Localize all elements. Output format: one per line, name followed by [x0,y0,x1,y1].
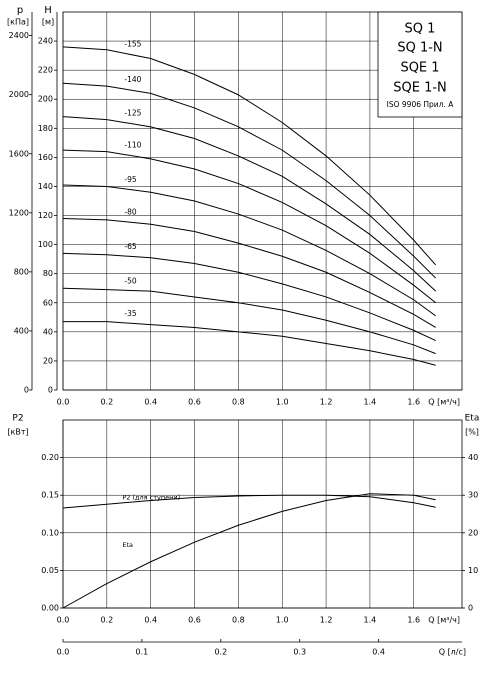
y2-unit: [кПа] [7,18,29,27]
x2-axis-label: Q [л/с] [439,648,466,657]
y-tick-label: 200 [38,95,53,104]
annotation: ISO 9906 Прил. A [387,100,455,109]
y-tick-label: 140 [38,182,53,191]
x-tick-label: 1.6 [407,398,420,407]
y-tick-label: 220 [38,66,53,75]
y-tick-label: 0.15 [41,491,59,500]
y2-tick-label: 1600 [9,149,29,158]
x-tick-label: 1.4 [364,616,377,625]
x2-tick-label: 0.2 [214,648,227,657]
x2-tick-label: 0.1 [136,648,149,657]
y2-tick-label: 30 [468,491,478,500]
y-label: H [44,5,52,16]
x-tick-label: 0.6 [188,398,201,407]
curve-label: -50 [124,276,136,285]
y-tick-label: 100 [38,240,53,249]
y-tick-label: 80 [43,269,53,278]
curve-label: -95 [124,175,136,184]
y2-tick-label: 20 [468,528,478,537]
curve [62,287,436,355]
x2-tick-label: 0.3 [293,648,306,657]
x-tick-label: 0.2 [100,398,113,407]
x-tick-label: 1.2 [320,616,333,625]
curve [62,149,437,304]
x-axis-label: Q [м³/ч] [428,616,460,625]
y-unit: [м] [42,18,54,27]
x-tick-label: 1.6 [407,616,420,625]
model-label: SQ 1 [405,22,436,37]
y2-tick-label: 0 [24,386,29,395]
y-tick-label: 240 [38,37,53,46]
curve [62,116,437,292]
curve [63,321,436,366]
x2-tick-label: 0.0 [57,648,70,657]
y2-tick-label: 10 [468,566,478,575]
x-axis-label: Q [м³/ч] [428,398,460,407]
x-tick-label: 0.0 [57,398,70,407]
y-tick-label: 0.20 [41,453,59,462]
y2-tick-label: 2000 [9,90,29,99]
x-tick-label: 0.4 [144,616,157,625]
x-tick-label: 1.4 [364,398,377,407]
y2-tick-label: 2400 [9,31,29,40]
y2-label: p [17,5,23,16]
y-tick-label: 60 [43,298,53,307]
model-label: SQE 1-N [393,81,447,96]
y-tick-label: 120 [38,211,53,220]
curve-label: -35 [124,309,136,318]
x-tick-label: 0.2 [100,616,113,625]
y-label: P2 [12,414,23,424]
curve [62,494,436,509]
y2-tick-label: 1200 [9,208,29,217]
y2-label: Eta [465,414,480,424]
curve [62,252,436,342]
curve-label: -110 [124,140,141,149]
curve [62,493,436,609]
x-tick-label: 1.0 [276,616,289,625]
curve-label: Eta [122,541,133,549]
y2-unit: [%] [465,428,479,437]
curve [62,217,436,328]
y-tick-label: 40 [43,327,53,336]
x-tick-label: 0.8 [232,398,245,407]
y2-tick-label: 800 [14,267,29,276]
curve-label: -80 [124,208,136,217]
curve [62,184,436,317]
x2-tick-label: 0.4 [372,648,385,657]
curve-label: -155 [124,39,141,48]
y-tick-label: 0 [48,386,53,395]
y-tick-label: 20 [43,356,53,365]
x-tick-label: 1.0 [276,398,289,407]
x-tick-label: 0.0 [57,616,70,625]
y-tick-label: 0.10 [41,528,59,537]
curve [62,46,437,266]
x-tick-label: 0.6 [188,616,201,625]
y2-tick-label: 400 [14,326,29,335]
y-tick-label: 0.05 [41,566,59,575]
model-label: SQE 1 [400,61,439,76]
y-tick-label: 180 [38,124,53,133]
y-tick-label: 0.00 [41,604,59,613]
x-tick-label: 1.2 [320,398,333,407]
x-tick-label: 0.8 [232,616,245,625]
legend-box [377,11,463,118]
y2-tick-label: 0 [468,604,473,613]
curve-label: -125 [124,108,141,117]
curve [62,82,437,279]
y2-tick-label: 40 [468,453,478,462]
model-label: SQ 1-N [397,41,442,56]
curve-label: -140 [124,75,141,84]
y-unit: [кВт] [7,428,28,437]
curve-label: P2 (для ступени) [122,494,180,502]
y-tick-label: 160 [38,153,53,162]
curve-label: -65 [124,242,136,251]
x-tick-label: 0.4 [144,398,157,407]
